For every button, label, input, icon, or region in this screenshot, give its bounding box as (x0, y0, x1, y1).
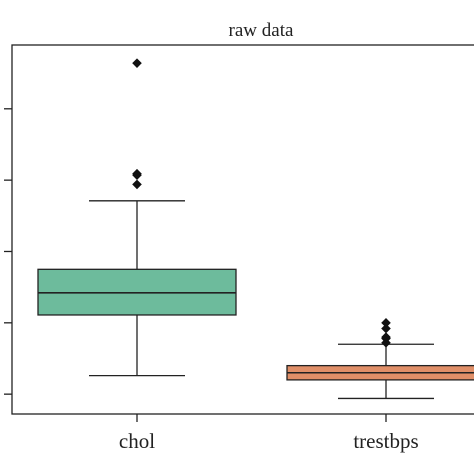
boxes-group (37, 58, 474, 400)
x-tick-label-trestbps: trestbps (353, 429, 418, 453)
chol-outlier-2 (132, 179, 142, 190)
trestbps-outlier-3 (381, 323, 391, 334)
x-axis: chol trestbps (119, 414, 419, 453)
y-axis (4, 108, 12, 395)
x-tick-label-chol: chol (119, 429, 155, 453)
chart-title: raw data (229, 20, 294, 41)
trestbps-outlier-2 (381, 332, 391, 342)
box-chol (37, 58, 237, 377)
box-trestbps (286, 318, 474, 400)
trestbps-outlier-4 (381, 318, 391, 328)
chol-outlier-1 (132, 170, 142, 180)
chol-outlier-3 (132, 58, 142, 68)
plot-frame (11, 44, 474, 415)
